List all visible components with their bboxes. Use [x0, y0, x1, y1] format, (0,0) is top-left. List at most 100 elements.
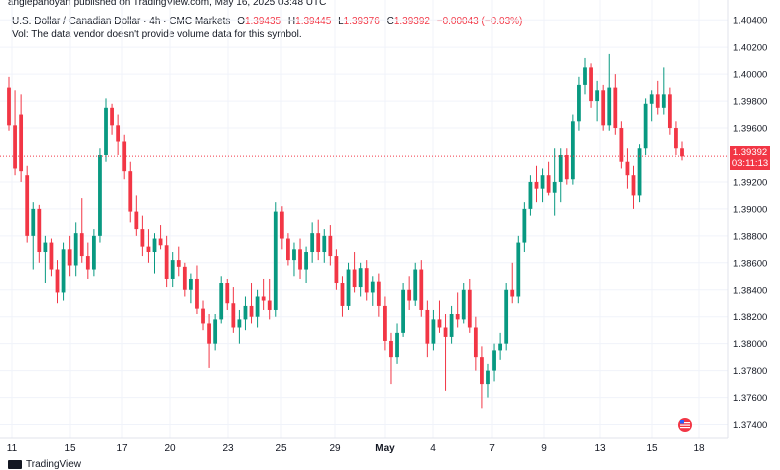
price-tick-label: 1.39000 — [733, 204, 767, 215]
candle — [528, 175, 533, 216]
candle-body — [122, 141, 127, 172]
candle-body — [231, 303, 236, 328]
candle-body — [249, 305, 254, 317]
candle — [522, 202, 527, 253]
candle-body — [98, 154, 102, 236]
candle-body — [528, 181, 533, 209]
price-tick-label: 1.39600 — [733, 124, 767, 135]
candle-body — [61, 249, 66, 293]
close-label: C — [386, 16, 394, 27]
candle-body — [631, 175, 636, 196]
candle-body — [546, 175, 551, 193]
candle — [583, 57, 587, 95]
candle-body — [467, 289, 472, 328]
candle-body — [310, 233, 315, 253]
candle-body — [328, 235, 333, 257]
candle — [316, 219, 321, 261]
candle-body — [25, 175, 30, 236]
candle-body — [364, 268, 369, 293]
candle-body — [522, 208, 527, 243]
volume-note: Vol: The data vendor doesn't provide vol… — [12, 29, 302, 40]
candle — [340, 276, 345, 317]
candle — [98, 148, 102, 243]
candle — [158, 225, 163, 250]
candle — [643, 98, 648, 155]
candle — [419, 260, 424, 317]
candle-body — [346, 269, 351, 306]
candle — [261, 278, 266, 310]
time-tick-label: 20 — [164, 443, 176, 454]
candle-body — [219, 283, 224, 320]
candle-body — [213, 319, 218, 344]
candle — [322, 229, 327, 263]
symbol-name: U.S. Dollar / Canadian Dollar · 4h · CMC… — [12, 16, 231, 27]
candle — [601, 84, 606, 131]
candle — [431, 309, 436, 351]
candle-body — [140, 229, 145, 247]
candle-body — [116, 125, 121, 142]
candle — [607, 53, 612, 131]
candle — [395, 323, 399, 364]
price-tick-label: 1.38000 — [733, 339, 767, 350]
bar-countdown: 03:11:13 — [731, 158, 769, 169]
candle — [492, 343, 496, 382]
candle — [91, 229, 96, 277]
candle — [298, 238, 302, 279]
candle — [510, 262, 515, 304]
candle-body — [510, 289, 515, 297]
candle-body — [340, 283, 345, 306]
candle-body — [273, 211, 278, 310]
candle — [383, 296, 387, 351]
candle-body — [176, 260, 181, 267]
candle — [85, 242, 90, 279]
candle — [55, 260, 60, 304]
candle-body — [243, 305, 248, 320]
candle-body — [401, 289, 405, 333]
candle-body — [540, 175, 545, 189]
candle-body — [267, 300, 272, 310]
time-tick-label: 29 — [329, 443, 341, 454]
time-tick-label: 13 — [594, 443, 606, 454]
footer[interactable]: TradingView — [8, 459, 81, 470]
candle — [334, 249, 339, 290]
candle — [43, 235, 48, 284]
candle — [480, 346, 484, 409]
time-tick-label: 17 — [116, 443, 128, 454]
candle — [680, 141, 684, 161]
candle-body — [655, 94, 660, 108]
time-tick-label: 23 — [222, 443, 234, 454]
candle-body — [504, 289, 509, 344]
candle — [267, 278, 272, 320]
candle — [213, 314, 218, 351]
candle — [473, 316, 478, 371]
price-tick-label: 1.39200 — [733, 177, 767, 188]
candle-body — [207, 323, 211, 344]
candle — [389, 332, 393, 385]
candle-body — [7, 87, 11, 126]
candle — [516, 235, 521, 304]
candle-body — [419, 269, 424, 310]
candle-body — [31, 208, 36, 236]
candle — [358, 262, 363, 297]
candle — [7, 76, 11, 131]
candle — [577, 76, 581, 131]
candle-body — [552, 181, 557, 193]
time-tick-label: 7 — [489, 443, 495, 454]
candle-body — [55, 269, 60, 293]
candle — [255, 289, 260, 328]
candle-body — [352, 269, 357, 288]
candle — [249, 283, 254, 324]
candle-body — [480, 357, 484, 385]
candle-body — [389, 340, 393, 358]
candle — [19, 94, 24, 182]
candle-body — [383, 305, 387, 341]
candle — [49, 238, 54, 277]
price-tick-label: 1.40000 — [733, 70, 767, 81]
candle-body — [73, 233, 78, 266]
candle — [201, 300, 205, 331]
candle-body — [564, 154, 569, 180]
candle — [79, 198, 84, 263]
candle-body — [486, 370, 490, 385]
candle — [461, 283, 466, 324]
